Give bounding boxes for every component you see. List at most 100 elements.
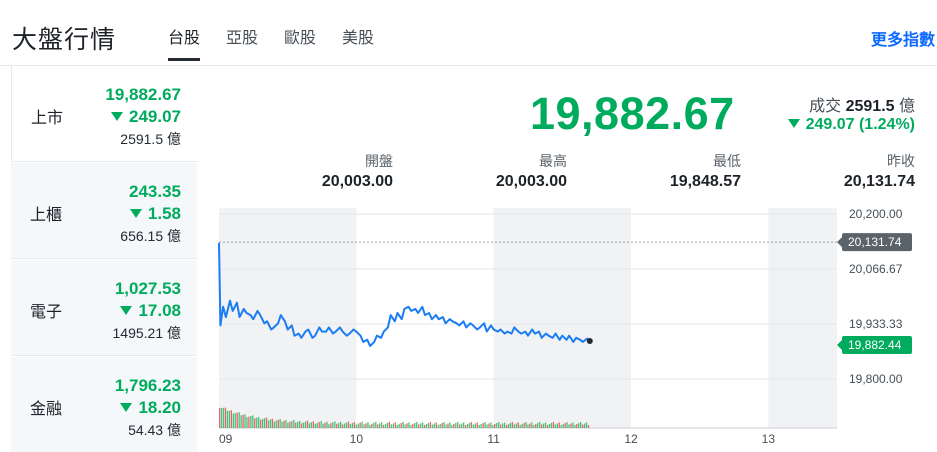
change-value: 1.58 [147, 204, 181, 223]
sidebar-item-otc[interactable]: 上櫃 243.35 1.58 656.15 億 [11, 163, 197, 259]
volume-bar [244, 414, 246, 428]
volume-bar [388, 421, 391, 428]
sidebar-item-name: 金融 [30, 401, 63, 418]
page-title: 大盤行情 [12, 26, 117, 54]
change-value: 249.07 [129, 107, 181, 126]
hour-band [493, 208, 631, 428]
y-tick-label: 20,066.67 [849, 262, 903, 276]
volume-bar [308, 423, 311, 428]
y-tick-label: 19,800.00 [849, 372, 903, 386]
current-price: 19,882.67 [530, 88, 735, 139]
volume-bar [474, 423, 476, 428]
volume-bar [447, 423, 449, 428]
index-sidebar: 上市 19,882.67 249.07 2591.5 億 上櫃 243.35 1… [11, 66, 197, 452]
volume-bar [492, 424, 494, 428]
sidebar-item-electronics[interactable]: 電子 1,027.53 17.08 1495.21 億 [11, 260, 197, 356]
prev-close-tag-label: 20,131.74 [848, 235, 902, 249]
volume-bar [236, 412, 238, 428]
change-value: 18.20 [138, 398, 181, 417]
sidebar-item-volume: 2591.5 億 [120, 131, 181, 147]
volume-bar [232, 413, 234, 428]
volume-bar [371, 423, 373, 428]
volume-bar [445, 424, 447, 428]
sidebar-item-listed[interactable]: 上市 19,882.67 249.07 2591.5 億 [11, 66, 197, 162]
volume-bar [453, 423, 455, 428]
y-tick-label: 19,933.33 [849, 317, 903, 331]
volume-bar [478, 424, 480, 428]
tab-taiwan[interactable]: 台股 [168, 24, 201, 61]
volume-bar [406, 423, 408, 428]
volume-bar [394, 422, 396, 428]
stat-value: 20,131.74 [843, 173, 915, 190]
stat-open: 開盤 20,003.00 [233, 151, 393, 191]
volume-bar [299, 420, 301, 428]
volume-bar [572, 422, 574, 428]
volume-bar [353, 422, 355, 428]
sidebar-item-name: 上櫃 [30, 207, 63, 224]
volume-bar [402, 421, 404, 428]
volume-bar [535, 423, 537, 428]
tab-europe[interactable]: 歐股 [284, 30, 317, 47]
volume-bar [480, 423, 482, 428]
volume-bar [439, 423, 441, 428]
volume-bar [351, 423, 354, 428]
volume-bar [457, 421, 459, 428]
volume-bar [509, 422, 512, 428]
hour-band [219, 208, 357, 428]
volume-bar [554, 424, 556, 428]
volume-bar [513, 424, 515, 428]
volume-bar [531, 422, 533, 428]
volume-bar [455, 422, 457, 428]
last-price-tag-pointer [837, 339, 842, 350]
volume-bar [263, 418, 266, 428]
volume-bar [330, 423, 332, 428]
volume-bar [336, 423, 338, 428]
volume-bar [541, 424, 543, 428]
volume-bar [566, 421, 568, 428]
volume-bar [316, 422, 318, 428]
volume-bar [324, 422, 326, 428]
tab-us[interactable]: 美股 [342, 30, 375, 47]
volume-bar [277, 419, 279, 428]
volume-bar [367, 422, 369, 428]
volume-bar [539, 421, 541, 428]
volume-bar [486, 424, 488, 428]
volume-bar [525, 421, 527, 428]
volume-bar [542, 423, 545, 428]
sidebar-item-change: 1.58 [129, 204, 181, 224]
volume-bar [437, 424, 439, 428]
volume-bar [462, 422, 465, 428]
volume-bar [460, 423, 463, 428]
volume-bar [250, 416, 252, 428]
volume-bar [527, 424, 529, 428]
volume-bar [574, 424, 576, 428]
volume-bar [283, 420, 285, 428]
volume-bar [357, 423, 359, 428]
volume-bar [507, 423, 510, 428]
x-tick-label: 13 [762, 432, 776, 446]
prev-close-tag-pointer [837, 237, 842, 248]
down-arrow-icon [120, 403, 133, 412]
volume-bar [310, 422, 313, 428]
volume-bar [550, 422, 553, 428]
volume-bar [293, 419, 295, 428]
volume-bar [363, 424, 365, 428]
volume-bar [252, 415, 254, 428]
price-line [218, 242, 591, 347]
volume-bar [418, 424, 420, 428]
volume-bar [400, 422, 402, 428]
volume-bar [501, 423, 504, 428]
stat-label: 開盤 [365, 153, 393, 169]
volume-bar [320, 421, 322, 428]
more-indices-link[interactable]: 更多指數 [870, 32, 935, 49]
volume-bar [275, 420, 277, 428]
volume-bar [410, 424, 412, 428]
volume-bar [365, 423, 367, 428]
tab-asia[interactable]: 亞股 [226, 30, 259, 47]
volume-bar [468, 422, 471, 428]
volume-bar [314, 423, 316, 428]
volume-bar [476, 422, 478, 428]
volume-bar [568, 424, 570, 428]
volume-bar [361, 421, 363, 428]
sidebar-item-finance[interactable]: 金融 1,796.23 18.20 54.43 億 [11, 357, 197, 452]
